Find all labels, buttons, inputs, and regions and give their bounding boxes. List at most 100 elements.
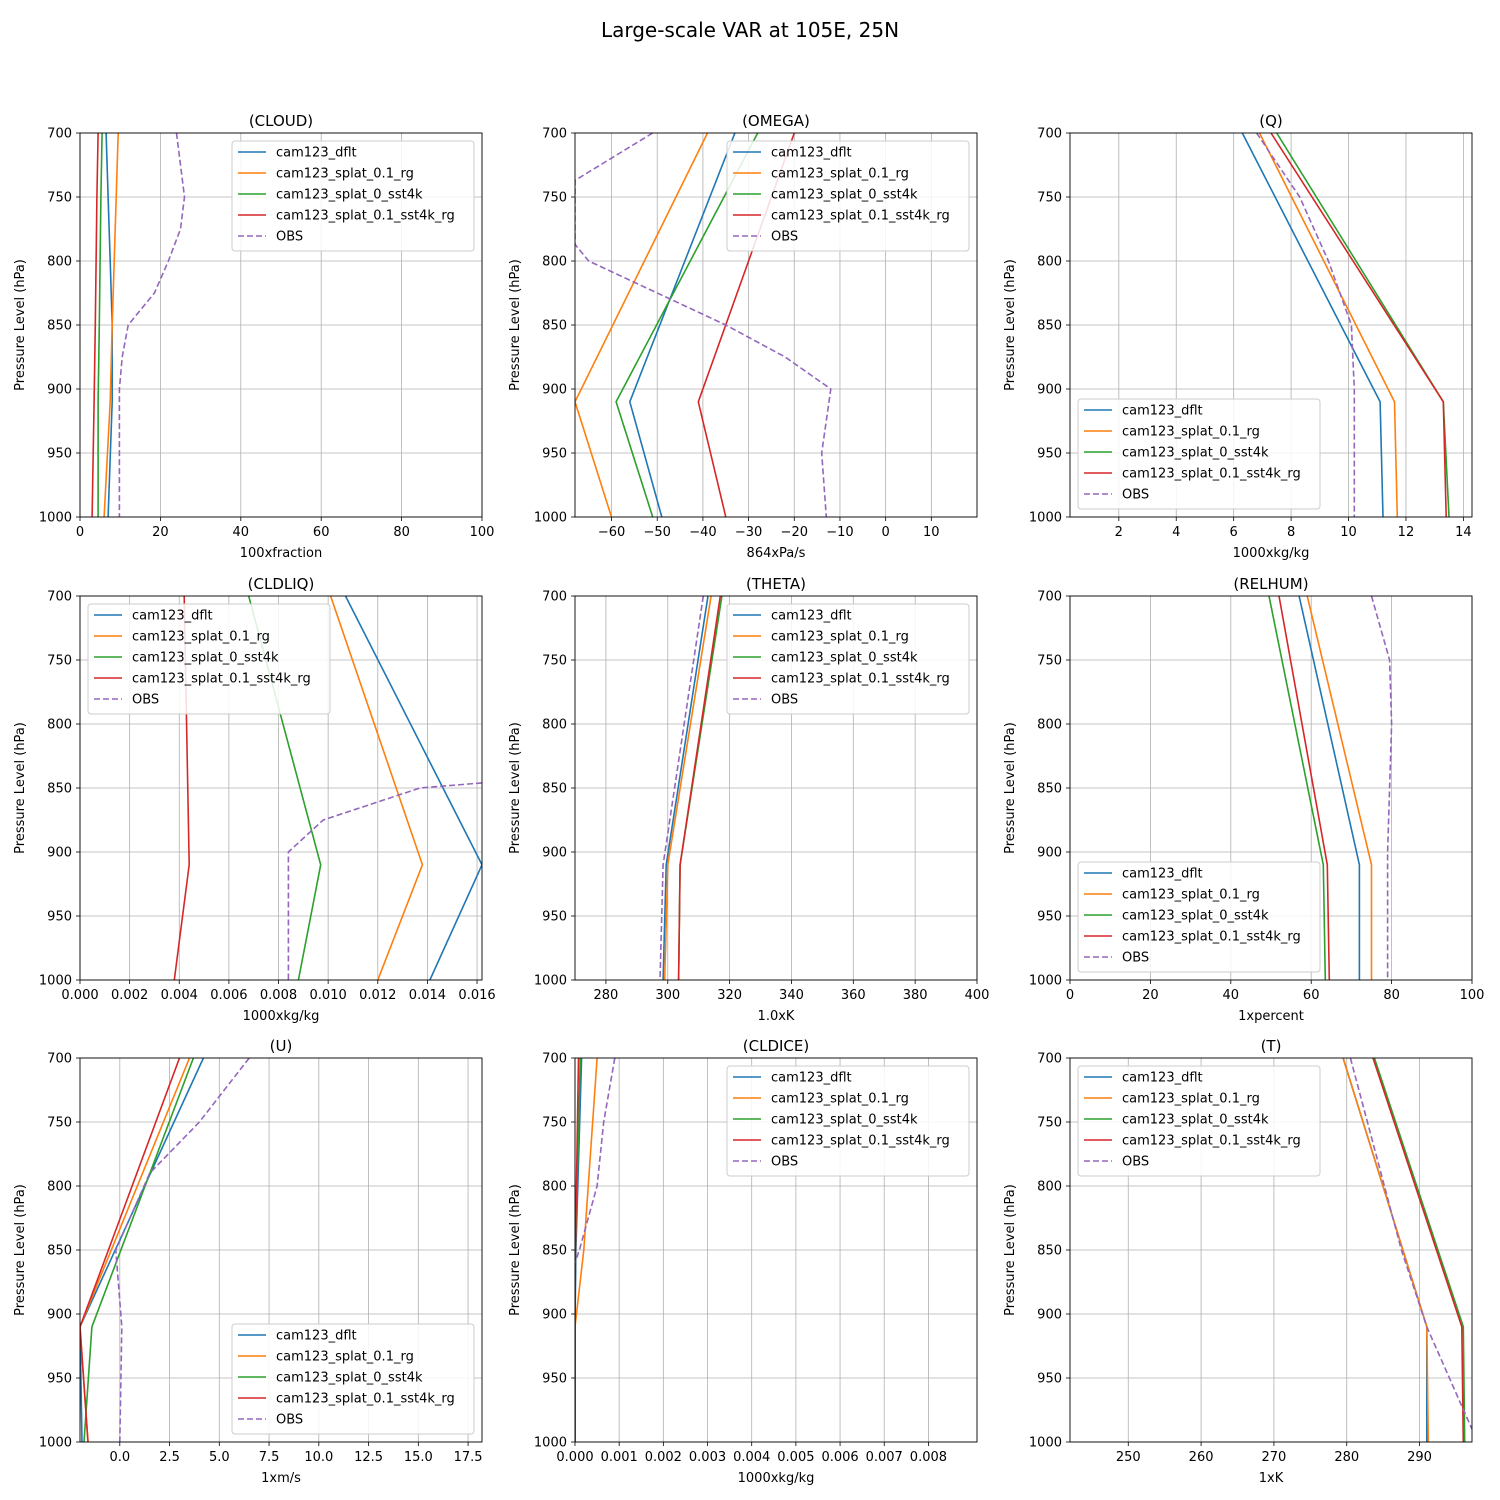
series-line-OBS (287, 782, 482, 980)
series-line-cam123_splat_0-1_rg (329, 596, 424, 980)
y-tick-label: 750 (1037, 654, 1062, 669)
legend: cam123_dflt cam123_splat_0.1_rg cam123_spl… (231, 140, 475, 252)
legend-label: cam123_splat_0.1_sst4k_rg (276, 209, 455, 224)
y-axis-label: Pressure Level (hPa) (508, 1184, 523, 1316)
series-line-cam123_splat_0_sst4k (615, 133, 759, 517)
panel-omega: −60 −50 −40 −30 −20 −10 0 10 700 750 800 850 900 950 1… (508, 112, 978, 561)
x-axis-label: 864xPa/s (747, 546, 806, 561)
x-tick-label: 280 (1334, 1450, 1359, 1465)
legend: cam123_dflt cam123_splat_0.1_rg cam123_spl… (1077, 1065, 1321, 1177)
legend-label: cam123_splat_0_sst4k (771, 1113, 918, 1128)
legend-label: OBS (1122, 488, 1149, 503)
legend-label: OBS (132, 693, 159, 708)
legend-label: cam123_dflt (1122, 867, 1203, 882)
legend-label: cam123_splat_0.1_rg (771, 630, 909, 645)
x-tick-label: 40 (1223, 988, 1240, 1003)
x-tick-label: 260 (1189, 1450, 1214, 1465)
series-line-OBS (575, 1058, 616, 1264)
legend: cam123_dflt cam123_splat_0.1_rg cam123_spl… (1077, 861, 1321, 973)
series-group (80, 1058, 250, 1442)
y-tick-label: 900 (542, 1308, 567, 1323)
y-tick-label: 700 (1037, 1052, 1062, 1067)
x-tick-label: 290 (1407, 1450, 1432, 1465)
axes-frame (1069, 1057, 1473, 1443)
y-tick-label: 800 (542, 718, 567, 733)
figure-title: Large-scale VAR at 105E, 25N (601, 18, 899, 42)
panel-cldice: 0.000 0.001 0.002 0.003 0.004 0.005 0.006 0.007… (508, 1037, 978, 1486)
panel-cldliq: 0.000 0.002 0.004 0.006 0.008 0.010 0.012 0.014… (13, 575, 496, 1024)
y-tick-label: 850 (1037, 782, 1062, 797)
y-tick-label: 1000 (534, 1436, 567, 1451)
y-tick-label: 800 (1037, 1180, 1062, 1195)
panel-title: (U) (270, 1037, 293, 1055)
y-tick-label: 850 (542, 782, 567, 797)
series-line-OBS (659, 596, 705, 980)
x-tick-label: 60 (1303, 988, 1320, 1003)
x-axis-label: 1000xkg/kg (738, 1471, 815, 1486)
y-axis-label: Pressure Level (hPa) (13, 259, 28, 391)
legend-label: OBS (771, 693, 798, 708)
y-tick-label: 1000 (39, 974, 72, 989)
legend: cam123_dflt cam123_splat_0.1_rg cam123_spl… (726, 1065, 970, 1177)
y-tick-label: 900 (1037, 1308, 1062, 1323)
x-tick-label: 0.016 (458, 988, 495, 1003)
series-line-cam123_splat_0-1_sst4k_rg (1278, 596, 1331, 980)
axes-frame (79, 595, 483, 981)
y-tick-label: 850 (1037, 1244, 1062, 1259)
x-tick-label: 20 (1142, 988, 1159, 1003)
y-tick-label: 1000 (1029, 974, 1062, 989)
x-tick-label: 0.006 (821, 1450, 858, 1465)
panel-q: 2 4 6 8 10 12 14 700 750 800 850 900 950 1000 (Q) 1000x… (1003, 112, 1473, 561)
x-tick-label: 12 (1398, 525, 1415, 540)
panel-title: (THETA) (746, 575, 806, 593)
y-axis-label: Pressure Level (hPa) (1003, 259, 1018, 391)
y-axis-label: Pressure Level (hPa) (508, 722, 523, 854)
series-line-cam123_dflt (1241, 133, 1384, 517)
y-tick-label: 800 (542, 1180, 567, 1195)
x-tick-label: 17.5 (454, 1450, 483, 1465)
legend-label: cam123_splat_0.1_rg (771, 1092, 909, 1107)
series-group (1241, 133, 1450, 517)
axes-frame (574, 132, 978, 518)
y-tick-label: 950 (542, 447, 567, 462)
series-line-OBS (115, 1058, 250, 1442)
y-axis-label: Pressure Level (hPa) (508, 259, 523, 391)
y-tick-label: 800 (1037, 718, 1062, 733)
y-tick-label: 1000 (39, 511, 72, 526)
panel-title: (T) (1261, 1037, 1282, 1055)
series-line-OBS (118, 133, 186, 517)
y-tick-label: 900 (1037, 846, 1062, 861)
series-line-cam123_splat_0-1_rg (663, 596, 712, 980)
y-axis-label: Pressure Level (hPa) (1003, 1184, 1018, 1316)
panels: 0 20 40 60 80 1007007508008509009501000(CLOUD… (13, 112, 1484, 1486)
series-line-cam123_splat_0-1_sst4k_rg (1372, 1058, 1465, 1442)
series-line-cam123_dflt (105, 133, 113, 517)
y-axis-label: Pressure Level (hPa) (1003, 722, 1018, 854)
y-axis-label: Pressure Level (hPa) (13, 1184, 28, 1316)
x-tick-label: 0.002 (645, 1450, 682, 1465)
legend-label: OBS (771, 1155, 798, 1170)
legend-label: cam123_splat_0_sst4k (771, 651, 918, 666)
y-tick-label: 750 (1037, 191, 1062, 206)
x-tick-label: 0.0 (109, 1450, 130, 1465)
legend: cam123_dflt cam123_splat_0.1_rg cam123_spl… (726, 603, 970, 715)
series-group (659, 596, 723, 980)
y-tick-label: 900 (47, 1308, 72, 1323)
legend-label: OBS (1122, 1155, 1149, 1170)
legend-label: cam123_splat_0_sst4k (1122, 446, 1269, 461)
series-line-OBS (1370, 596, 1393, 980)
y-tick-label: 700 (1037, 127, 1062, 142)
legend-label: cam123_splat_0_sst4k (1122, 1113, 1269, 1128)
legend-label: OBS (276, 230, 303, 245)
x-tick-label: 280 (594, 988, 619, 1003)
x-tick-label: 270 (1261, 1450, 1286, 1465)
series-line-cam123_dflt (662, 596, 709, 980)
x-tick-label: 12.5 (354, 1450, 383, 1465)
series-line-cam123_splat_0-1_sst4k_rg (677, 596, 722, 980)
y-tick-label: 850 (1037, 319, 1062, 334)
panel-t: 250 260 270 280 290 700 750 800 850 900 950 1000 (T)… (1003, 1037, 1473, 1486)
x-tick-label: −10 (826, 525, 853, 540)
x-tick-label: 0 (1066, 988, 1074, 1003)
series-line-cam123_dflt (80, 1058, 205, 1442)
